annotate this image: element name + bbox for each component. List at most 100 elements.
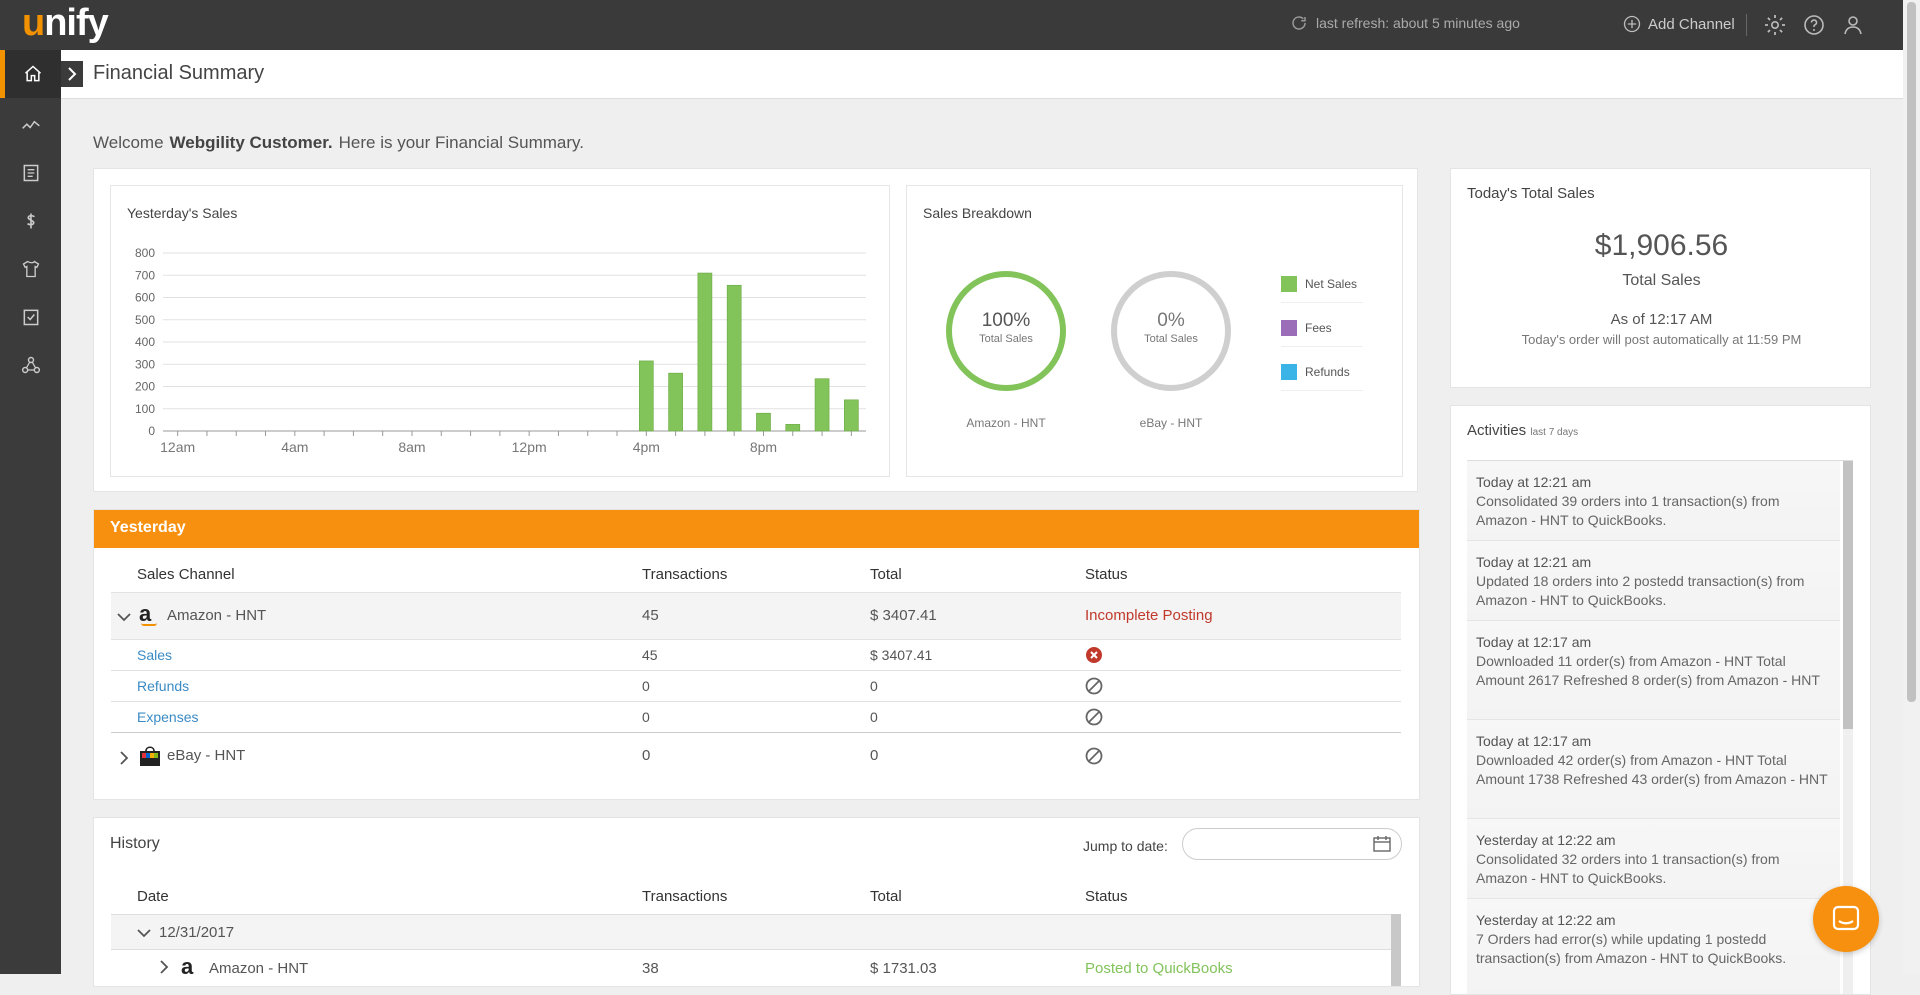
y-tick-label: 800 [135,246,155,260]
top-bar: unify last refresh: about 5 minutes ago … [0,0,1920,50]
chat-icon [1832,905,1860,931]
x-tick-label: 8am [398,439,425,455]
y-tick-label: 200 [135,380,155,394]
activity-item: Today at 12:17 am Downloaded 42 order(s) … [1467,720,1840,819]
sidebar-item-home[interactable] [0,50,61,98]
activity-time: Today at 12:21 am [1476,474,1592,490]
activity-time: Yesterday at 12:22 am [1476,832,1616,848]
sub-row-expenses-link[interactable]: Expenses [137,709,199,725]
channel-row-amazon[interactable]: a Amazon - HNT 45 $ 3407.41 Incomplete P… [111,592,1401,640]
error-icon[interactable] [1085,646,1103,664]
sidebar-item-finance[interactable] [0,197,61,245]
chevron-down-icon[interactable] [137,927,151,939]
channel-name: Amazon - HNT [167,607,267,624]
ebay-ring-arc [1111,271,1231,391]
channel-row-ebay[interactable]: eBay - HNT 0 0 [111,733,1401,781]
chevron-down-icon[interactable] [117,611,131,623]
page-scrollbar-thumb[interactable] [1907,2,1916,702]
dollar-icon [26,213,35,229]
yesterday-sales-chart: 0 100 200 300 400 500 600 700 800 12am 4am 8am 12pm 4… [135,246,866,455]
ebay-ring-label: eBay - HNT [1139,416,1203,430]
y-tick-label: 500 [135,313,155,327]
bar [844,399,859,432]
history-col-status: Status [1085,888,1128,905]
sidebar-item-analytics[interactable] [0,101,61,149]
sub-row-transactions: 0 [642,709,650,725]
analytics-icon [21,120,40,129]
chevron-right-icon [68,67,77,81]
user-icon[interactable] [1841,13,1865,37]
chevron-right-icon[interactable] [159,960,169,974]
legend-refunds: Refunds [1281,364,1363,391]
refresh-icon[interactable] [1290,14,1308,32]
amazon-ring-arc [946,271,1066,391]
history-group-row[interactable]: 12/31/2017 [111,914,1401,950]
legend-swatch [1281,364,1297,380]
activities-scrollbar[interactable] [1843,461,1853,994]
sales-breakdown-panel: Sales Breakdown 100% Total Sales Amazon … [906,185,1403,477]
x-tick-label: 4am [281,439,308,455]
gear-icon[interactable] [1763,13,1787,37]
amazon-ring [946,271,1066,391]
orders-icon [23,164,38,182]
bar [726,284,742,432]
history-channel-row[interactable]: a Amazon - HNT 38 $ 1731.03 Posted to Qu… [111,950,1401,986]
calendar-icon[interactable] [1373,836,1391,852]
activities-card: Activities last 7 days Today at 12:21 am… [1450,405,1871,995]
sub-row-total: $ 3407.41 [870,647,933,663]
history-col-total: Total [870,888,902,905]
sidebar-toggle-button[interactable] [61,61,83,87]
activity-item: Today at 12:17 am Downloaded 11 order(s) … [1467,621,1840,720]
chat-button[interactable] [1813,886,1879,952]
history-card: History Jump to date: Date Transactions … [93,817,1420,987]
sidebar-item-products[interactable] [0,245,61,293]
sub-row-total: 0 [870,678,878,694]
x-tick-label: 12am [160,439,195,455]
activity-text: Consolidated 39 orders into 1 transactio… [1476,493,1780,528]
page-scrollbar[interactable] [1903,0,1920,974]
activity-text: Consolidated 32 orders into 1 transactio… [1476,851,1780,886]
chevron-right-icon[interactable] [119,751,129,765]
help-icon[interactable] [1802,13,1826,37]
x-tick-label: 4pm [633,439,660,455]
legend-fees: Fees [1281,320,1363,347]
channel-total: 0 [870,747,879,764]
sidebar [0,50,61,974]
today-total-label: Total Sales [1622,272,1701,289]
channel-transactions: 45 [642,607,659,624]
bar [697,272,713,432]
x-tick-label: 12pm [512,439,547,455]
sub-row-sales-link[interactable]: Sales [137,647,173,663]
history-title: History [110,835,160,852]
today-as-of: As of 12:17 AM [1610,311,1713,328]
na-icon [1085,708,1103,726]
sidebar-item-integrations[interactable] [0,341,61,389]
activities-scrollbar-thumb[interactable] [1843,461,1853,729]
activities-list[interactable]: Today at 12:21 am Consolidated 39 orders … [1467,460,1853,994]
legend-net-sales: Net Sales [1281,276,1363,303]
bar [668,372,683,432]
activity-time: Today at 12:17 am [1476,733,1592,749]
history-scrollbar[interactable] [1391,914,1401,986]
app-logo[interactable]: unify [22,2,109,44]
sidebar-item-tasks[interactable] [0,293,61,341]
refresh-status[interactable]: last refresh: about 5 minutes ago [1290,14,1520,32]
amazon-ring-pct: 100% [981,310,1031,331]
yesterday-sales-title: Yesterday's Sales [127,205,238,221]
yesterday-header: Yesterday [94,510,1419,548]
activity-item: Yesterday at 12:22 am 7 Orders had error(… [1467,899,1840,994]
sales-breakdown-title: Sales Breakdown [923,205,1032,221]
sub-row-sales: Sales 45 $ 3407.41 [111,640,1401,671]
ebay-ring [1111,271,1231,391]
channel-transactions: 0 [642,747,651,764]
activities-subtitle: last 7 days [1530,427,1579,438]
sidebar-item-orders[interactable] [0,149,61,197]
col-transactions: Transactions [642,566,728,583]
sub-row-refunds-link[interactable]: Refunds [137,678,190,694]
history-status: Posted to QuickBooks [1085,960,1233,977]
channel-total: $ 3407.41 [870,607,937,624]
refresh-text: last refresh: about 5 minutes ago [1316,15,1520,31]
jump-to-date-input[interactable] [1182,828,1402,860]
sub-row-transactions: 45 [642,647,658,663]
add-channel-button[interactable]: Add Channel [1622,14,1735,34]
